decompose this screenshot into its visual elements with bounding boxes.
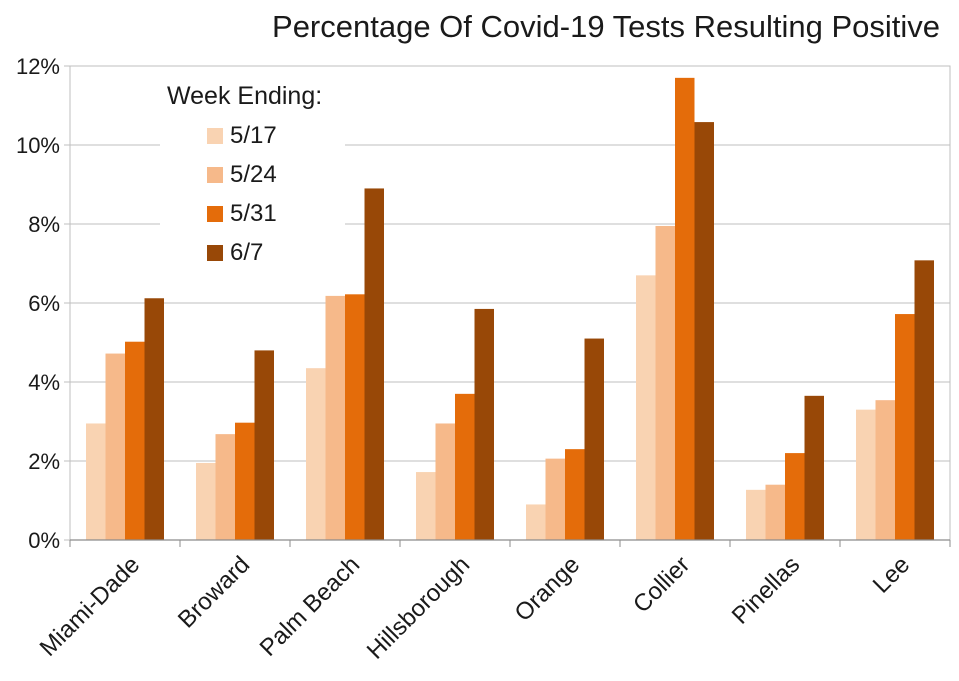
bar [785,453,805,540]
bar [584,338,604,540]
bar [526,504,546,540]
y-tick-label: 10% [16,133,60,158]
bar [196,462,216,540]
bar [914,260,934,540]
bar [364,188,384,540]
legend-entry-label: 5/31 [230,200,277,227]
bar [474,308,494,540]
bar [215,434,235,540]
bar [875,400,895,540]
y-tick-label: 8% [28,212,60,237]
bar [144,298,164,540]
bar [254,350,274,540]
bar [306,368,326,540]
legend-swatch [207,245,223,261]
y-tick-label: 2% [28,449,60,474]
y-tick-label: 6% [28,291,60,316]
x-tick-label: Broward [173,551,255,633]
bar [325,295,345,540]
legend-entry-label: 5/17 [230,122,277,149]
bar [416,472,436,540]
x-tick-label: Palm Beach [255,551,366,662]
legend: Week Ending: 5/17 5/24 5/31 6/7 [160,76,345,276]
bar [804,395,824,540]
legend-entry-label: 6/7 [230,239,263,266]
bar [765,484,785,540]
legend-swatch [207,167,223,183]
bar [545,458,565,540]
bar [694,122,714,540]
bar [746,489,766,540]
bar [86,423,106,540]
bar [235,422,255,540]
legend-swatch [207,206,223,222]
legend-title: Week Ending: [167,82,322,110]
bar [895,314,915,540]
x-tick-label: Lee [868,551,915,598]
bar [435,423,455,540]
legend-swatch [207,128,223,144]
bar [455,393,475,540]
x-tick-label: Hillsborough [362,551,475,664]
x-tick-label: Collier [628,551,695,618]
bar [345,294,365,540]
bar [105,353,125,540]
chart-title: Percentage Of Covid-19 Tests Resulting P… [272,9,940,44]
y-tick-label: 0% [28,528,60,553]
bar [655,225,675,540]
legend-background [160,76,345,276]
y-tick-label: 4% [28,370,60,395]
bar [565,449,585,540]
x-tick-label: Orange [510,551,586,627]
legend-entry-label: 5/24 [230,161,277,188]
bars [86,77,934,540]
bar [675,77,695,540]
x-tick-label: Pinellas [727,551,806,630]
x-tick-label: Miami-Dade [35,551,146,662]
bar [125,341,145,540]
bar [636,275,656,540]
y-tick-label: 12% [16,54,60,79]
bar [856,409,876,540]
